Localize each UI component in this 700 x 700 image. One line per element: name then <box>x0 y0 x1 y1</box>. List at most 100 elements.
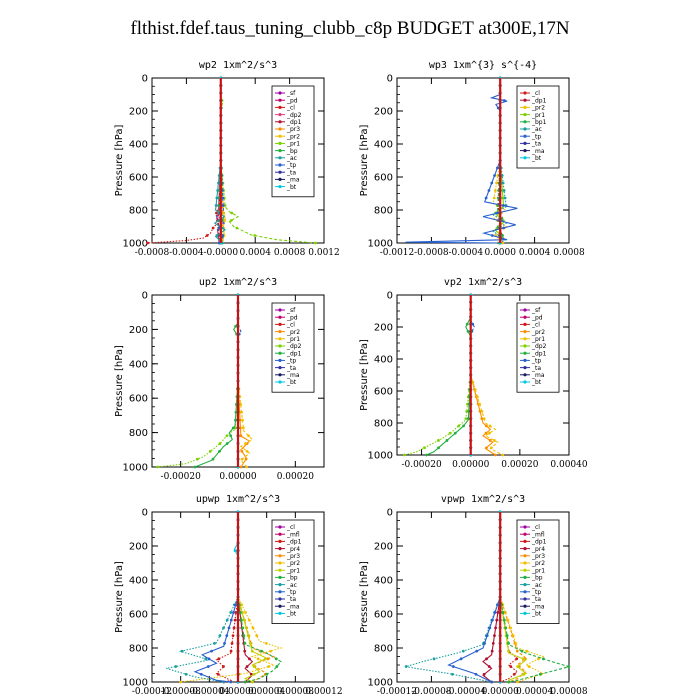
series-marker <box>492 439 496 442</box>
x-tick-label: 0.00000 <box>219 472 256 482</box>
x-tick-label: -0.00012 <box>377 687 417 697</box>
legend-label: _dp1 <box>531 350 547 357</box>
x-tick-label: -0.00008 <box>161 687 202 697</box>
series-marker <box>502 226 505 230</box>
series-marker <box>244 611 247 614</box>
legend-marker <box>278 315 282 319</box>
series-marker <box>207 657 211 661</box>
series-marker <box>480 417 484 421</box>
legend-label: _bt <box>286 184 297 191</box>
series-marker <box>488 626 492 630</box>
legend-label: _bp <box>286 148 298 155</box>
series-marker <box>205 234 209 237</box>
legend-label: _bt <box>531 379 542 386</box>
legend-marker <box>278 525 282 529</box>
series-marker <box>174 665 178 668</box>
legend-marker <box>523 156 527 160</box>
y-tick-label: 800 <box>374 644 393 655</box>
series-marker <box>480 409 484 413</box>
series-marker <box>423 446 426 450</box>
series-marker <box>461 649 465 653</box>
legend-marker <box>278 611 282 616</box>
x-tick-label: -0.00004 <box>446 687 487 697</box>
legend-label: _pr1 <box>286 567 300 574</box>
series-marker <box>490 618 494 622</box>
series-marker <box>453 431 457 435</box>
series-marker <box>496 603 499 607</box>
y-axis-label: Pressure [hPa] <box>359 339 370 411</box>
series-marker <box>221 196 225 200</box>
series-marker <box>240 618 243 622</box>
legend-marker <box>278 105 282 109</box>
series-marker <box>521 657 525 661</box>
legend-label: _ma <box>286 372 300 379</box>
y-tick-label: 0 <box>387 508 393 519</box>
y-tick-label: 800 <box>374 419 393 430</box>
legend-marker <box>278 583 282 587</box>
series-line-pr1 <box>470 295 503 456</box>
series-marker <box>437 439 440 442</box>
series-marker <box>501 241 505 245</box>
legend-marker <box>278 554 282 558</box>
series-marker <box>483 641 486 645</box>
legend-marker <box>523 380 527 384</box>
legend-label: _pr2 <box>286 329 300 336</box>
x-tick-label: 0.00012 <box>305 687 342 697</box>
series-marker <box>488 424 492 428</box>
legend-label: _sf <box>531 307 541 314</box>
series-marker <box>239 465 243 469</box>
legend-label: _ta <box>286 365 296 372</box>
series-marker <box>487 189 491 192</box>
y-tick-label: 200 <box>129 542 148 553</box>
legend-marker <box>523 358 527 362</box>
series-marker <box>211 226 215 230</box>
series-marker <box>222 665 225 668</box>
series-marker <box>234 418 237 422</box>
series-marker <box>235 226 239 230</box>
legend-label: _ma <box>531 148 545 155</box>
series-marker <box>451 672 454 676</box>
series-marker <box>473 388 477 391</box>
x-tick-label: -0.00020 <box>161 472 202 482</box>
x-tick-label: -0.00012 <box>132 687 172 697</box>
legend-label: _ac <box>531 126 542 133</box>
legend-label: _cl <box>286 322 295 329</box>
legend-marker <box>278 380 282 384</box>
series-marker <box>255 634 259 638</box>
legend-marker <box>278 322 282 326</box>
x-tick-label: 0.00000 <box>482 687 519 697</box>
x-tick-label: 0.00008 <box>277 687 314 697</box>
series-marker <box>217 219 221 222</box>
y-tick-label: 600 <box>374 387 393 398</box>
series-marker <box>465 409 469 413</box>
legend-label: _cl <box>286 524 295 531</box>
legend-label: _cl <box>531 90 540 97</box>
series-marker <box>231 634 235 638</box>
series-marker <box>465 322 469 326</box>
legend-label: _tp <box>286 358 296 365</box>
panel-title: wp2 1xm^2/s^3 <box>199 60 277 71</box>
legend-marker <box>523 308 527 312</box>
series-marker <box>501 453 505 457</box>
legend-marker <box>278 308 282 312</box>
series-marker <box>233 549 237 553</box>
series-line-dp2 <box>157 295 239 468</box>
series-marker <box>245 465 249 469</box>
series-marker <box>490 680 493 684</box>
series-marker <box>492 196 496 200</box>
series-marker <box>250 649 254 653</box>
series-marker <box>471 322 475 326</box>
legend-marker <box>523 351 527 355</box>
series-marker <box>501 196 505 200</box>
series-marker <box>217 181 220 185</box>
panel-4: upwp 1xm^2/s^3 Pressure [hPa] 0 200 400 600 80… <box>114 494 343 697</box>
series-marker <box>474 672 478 676</box>
series-marker <box>223 219 227 222</box>
series-marker <box>489 446 493 450</box>
series-marker <box>231 426 235 430</box>
series-marker <box>501 181 505 185</box>
series-marker <box>240 449 244 453</box>
x-tick-label: -0.00008 <box>411 687 452 697</box>
legend-label: _pr2 <box>531 560 545 567</box>
